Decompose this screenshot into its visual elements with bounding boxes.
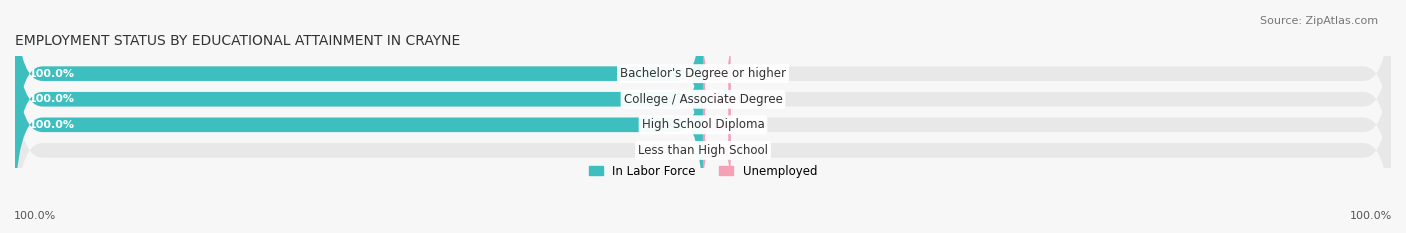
FancyBboxPatch shape	[15, 4, 1391, 194]
Text: 0.0%: 0.0%	[737, 94, 766, 104]
FancyBboxPatch shape	[15, 55, 1391, 233]
Text: College / Associate Degree: College / Associate Degree	[624, 93, 782, 106]
Legend: In Labor Force, Unemployed: In Labor Force, Unemployed	[583, 160, 823, 183]
Text: EMPLOYMENT STATUS BY EDUCATIONAL ATTAINMENT IN CRAYNE: EMPLOYMENT STATUS BY EDUCATIONAL ATTAINM…	[15, 34, 460, 48]
FancyBboxPatch shape	[703, 81, 731, 169]
Text: Source: ZipAtlas.com: Source: ZipAtlas.com	[1260, 16, 1378, 26]
Text: 0.0%: 0.0%	[737, 145, 766, 155]
Text: 100.0%: 100.0%	[14, 211, 56, 221]
FancyBboxPatch shape	[703, 30, 731, 117]
Text: Bachelor's Degree or higher: Bachelor's Degree or higher	[620, 67, 786, 80]
FancyBboxPatch shape	[15, 0, 703, 169]
FancyBboxPatch shape	[15, 30, 703, 220]
FancyBboxPatch shape	[15, 0, 1391, 169]
Text: 0.0%: 0.0%	[661, 145, 689, 155]
Text: 0.0%: 0.0%	[737, 120, 766, 130]
Text: 0.0%: 0.0%	[737, 69, 766, 79]
Text: High School Diploma: High School Diploma	[641, 118, 765, 131]
Text: 100.0%: 100.0%	[28, 69, 75, 79]
FancyBboxPatch shape	[703, 106, 731, 194]
Text: 100.0%: 100.0%	[28, 120, 75, 130]
FancyBboxPatch shape	[15, 30, 1391, 220]
FancyBboxPatch shape	[703, 55, 731, 143]
Text: 100.0%: 100.0%	[28, 94, 75, 104]
Text: Less than High School: Less than High School	[638, 144, 768, 157]
Text: 100.0%: 100.0%	[1350, 211, 1392, 221]
FancyBboxPatch shape	[15, 4, 703, 194]
